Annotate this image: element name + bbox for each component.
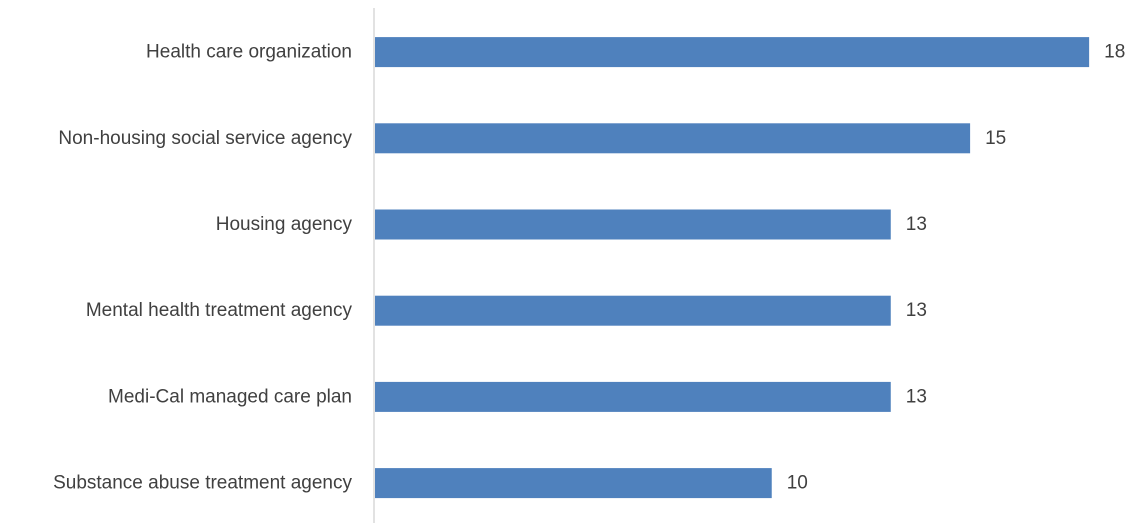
category-label-2: Non-housing social service agency — [58, 128, 352, 149]
value-label-1: 18 — [1104, 42, 1125, 63]
bar-2 — [375, 123, 971, 154]
bars-group — [375, 37, 1090, 499]
category-label-3: Housing agency — [216, 214, 353, 235]
value-label-3: 13 — [906, 214, 927, 235]
value-label-2: 15 — [985, 128, 1006, 149]
category-labels-group: Health care organization Non-housing soci… — [53, 42, 352, 494]
bar-5 — [375, 381, 891, 412]
bar-4 — [375, 295, 891, 326]
category-label-1: Health care organization — [146, 42, 352, 63]
value-labels-group: 18 15 13 13 13 10 — [787, 42, 1126, 494]
bar-3 — [375, 209, 891, 240]
value-label-4: 13 — [906, 300, 927, 321]
value-label-5: 13 — [906, 386, 927, 407]
value-label-6: 10 — [787, 473, 808, 494]
bar-6 — [375, 468, 772, 499]
category-label-6: Substance abuse treatment agency — [53, 473, 352, 494]
category-label-5: Medi-Cal managed care plan — [108, 386, 352, 407]
bar-1 — [375, 37, 1090, 68]
category-label-4: Mental health treatment agency — [86, 300, 353, 321]
